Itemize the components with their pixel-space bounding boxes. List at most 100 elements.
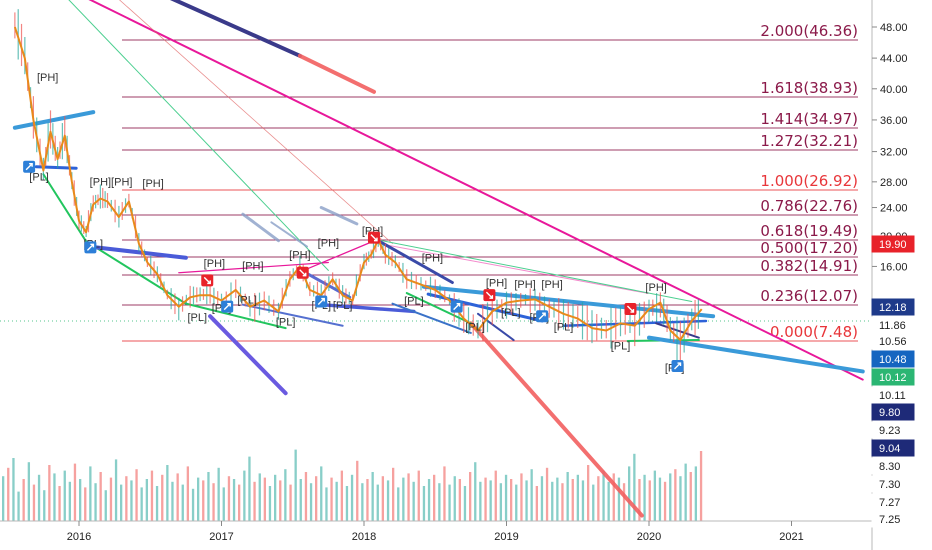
trend-line-green-3 xyxy=(184,302,287,330)
trend-line-green-1 xyxy=(42,173,88,243)
volume-bar xyxy=(238,484,241,521)
price-scale-value: 9.04 xyxy=(879,443,900,455)
pivot-label: [PL] xyxy=(237,295,257,307)
volume-bar xyxy=(43,490,46,521)
fib-level-label: 1.618(38.93) xyxy=(760,79,858,97)
volume-bar xyxy=(402,477,405,521)
signal-down-icon[interactable] xyxy=(483,289,496,302)
volume-bar xyxy=(279,480,282,521)
arrow-up-right-icon xyxy=(317,297,325,306)
volume-bar xyxy=(684,463,687,521)
signal-up-icon[interactable] xyxy=(315,295,328,308)
trend-line-green-2 xyxy=(85,240,187,305)
volume-bar xyxy=(22,479,25,521)
signal-down-icon[interactable] xyxy=(367,231,380,244)
volume-bar xyxy=(479,481,482,521)
price-scale-badge xyxy=(871,457,915,475)
price-scale-badge xyxy=(871,235,915,253)
signal-up-icon[interactable] xyxy=(23,160,36,173)
signal-down-icon[interactable] xyxy=(624,303,637,316)
trend-line-blue-2016 xyxy=(94,245,188,260)
volume-bar xyxy=(335,481,338,521)
pivot-label: [PH] xyxy=(142,178,163,190)
volume-bar xyxy=(576,474,580,521)
signal-up-icon[interactable] xyxy=(84,241,97,254)
volume-bar xyxy=(571,479,574,521)
y-tick-label: 48.00 xyxy=(880,22,908,34)
volume-bar xyxy=(217,467,220,521)
y-tick-label: 16.00 xyxy=(880,261,908,273)
trend-line-gray-2 xyxy=(319,206,359,226)
volume-bar xyxy=(79,479,82,521)
x-tick-label: 2017 xyxy=(209,531,233,543)
pivot-label: [PL] xyxy=(333,300,353,312)
price-scale-value: 12.18 xyxy=(879,302,907,314)
pivot-label: [PL] xyxy=(554,322,574,334)
volume-bar xyxy=(376,484,379,521)
volume-bar xyxy=(161,474,164,521)
fib-level-label: 0.618(19.49) xyxy=(760,222,858,240)
price-scale-badge xyxy=(871,386,915,404)
trend-line-purple-top xyxy=(169,0,302,58)
trend-line-purple-2017 xyxy=(208,314,288,396)
arrow-up-right-icon xyxy=(674,362,682,370)
volume-bar xyxy=(638,479,641,521)
signal-down-icon[interactable] xyxy=(296,266,309,279)
volume-bar xyxy=(494,470,497,521)
trend-line-thin-green xyxy=(68,0,329,271)
volume-bar xyxy=(622,483,626,521)
volume-bar xyxy=(628,466,631,521)
trend-line-magenta-mid xyxy=(178,261,329,274)
price-scale-value: 11.86 xyxy=(879,320,906,332)
volume-bar xyxy=(263,477,267,521)
volume-bar xyxy=(438,483,441,521)
fib-levels: 2.000(46.36) 1.618(38.93) 1.414(34.97) 1.27… xyxy=(0,22,872,342)
trend-line-gray-3 xyxy=(270,221,308,248)
arrow-down-right-icon xyxy=(299,269,307,277)
price-line xyxy=(13,26,703,341)
pivot-label: [PH] xyxy=(514,279,535,291)
trend-line-magenta-peak xyxy=(299,241,372,273)
fib-level-label: 1.414(34.97) xyxy=(760,110,858,128)
volume-bar xyxy=(535,486,539,521)
price-scale-badge xyxy=(871,403,915,421)
x-axis-ticks[interactable]: 2016 2017 2018 2019 2020 2021 xyxy=(67,521,804,543)
volume-bar xyxy=(114,459,118,521)
price-scale-badge xyxy=(871,368,915,386)
volume-bar xyxy=(407,473,410,521)
pivot-label: [PH] xyxy=(318,238,339,250)
price-scale-badge xyxy=(871,332,915,350)
volume-bar xyxy=(417,470,420,521)
volume-bar xyxy=(63,470,66,521)
volume-bar xyxy=(104,490,107,521)
signal-up-icon[interactable] xyxy=(671,360,684,373)
volume-bar xyxy=(289,484,292,521)
volume-bar xyxy=(89,466,92,521)
fib-level-label: 1.000(26.92) xyxy=(760,172,858,190)
signal-up-icon[interactable] xyxy=(221,300,234,313)
pivot-label: [PH] xyxy=(289,250,310,262)
signal-down-icon[interactable] xyxy=(201,274,214,287)
x-tick-label: 2016 xyxy=(67,531,91,543)
volume-bar xyxy=(551,481,554,521)
price-scale-badge xyxy=(871,493,915,511)
pivot-label: [PH] xyxy=(541,279,562,291)
signal-up-icon[interactable] xyxy=(536,310,549,323)
volume-bar xyxy=(304,472,308,521)
volume-bar xyxy=(32,484,36,521)
pivot-label: [PL] xyxy=(611,341,631,353)
volume-bar xyxy=(350,474,354,521)
signal-up-icon[interactable] xyxy=(450,300,463,313)
price-scale-value: 7.25 xyxy=(879,514,900,526)
volume-bar xyxy=(166,465,169,521)
volume-bar xyxy=(674,469,677,521)
volume-bar xyxy=(587,465,590,521)
volume-bar xyxy=(2,476,5,521)
volume-bar xyxy=(633,453,636,521)
volume-bar xyxy=(602,470,605,521)
volume-bar xyxy=(109,477,113,521)
volume-bar xyxy=(489,480,492,521)
volume-bar xyxy=(345,486,349,521)
volume-bar xyxy=(222,487,225,521)
